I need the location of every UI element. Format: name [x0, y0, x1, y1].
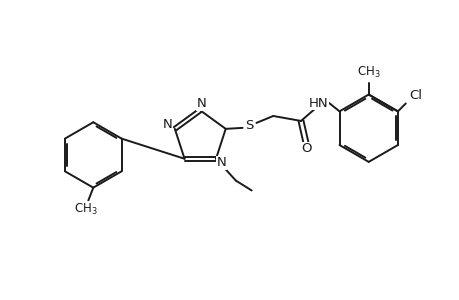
- Text: CH$_3$: CH$_3$: [73, 202, 97, 217]
- Text: S: S: [245, 119, 253, 132]
- Text: HN: HN: [308, 97, 328, 110]
- Text: N: N: [162, 118, 173, 131]
- Text: O: O: [301, 142, 312, 155]
- Text: Cl: Cl: [409, 89, 421, 102]
- Text: N: N: [196, 97, 206, 110]
- Text: N: N: [217, 156, 226, 169]
- Text: CH$_3$: CH$_3$: [356, 65, 380, 80]
